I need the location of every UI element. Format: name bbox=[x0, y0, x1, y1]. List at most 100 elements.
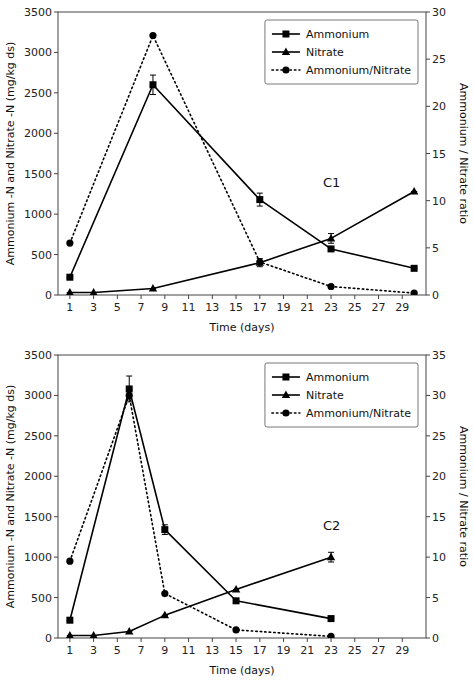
x-tick-label: 13 bbox=[205, 644, 219, 657]
y-tick-label: 3500 bbox=[24, 349, 52, 362]
x-tick bbox=[188, 638, 189, 642]
marker-circle bbox=[66, 558, 73, 565]
y2-tick bbox=[426, 153, 430, 154]
x-tick bbox=[212, 638, 213, 642]
y-tick bbox=[54, 597, 58, 598]
marker-circle bbox=[126, 392, 133, 399]
series-line bbox=[70, 557, 331, 635]
y2-tick-label: 5 bbox=[432, 592, 439, 605]
y-tick bbox=[54, 52, 58, 53]
y2-tick bbox=[426, 435, 430, 436]
legend: AmmoniumNitrateAmmonium/Nitrate bbox=[265, 20, 418, 84]
panel: 1357911131517192123252729050010001500200… bbox=[4, 6, 470, 334]
y-axis-label: Ammonium -N and Nitrate -N (mg/kg ds) bbox=[4, 42, 17, 265]
legend-item: Nitrate bbox=[272, 46, 344, 59]
y2-tick bbox=[426, 395, 430, 396]
y-tick-label: 3500 bbox=[24, 6, 52, 19]
series-line bbox=[70, 395, 331, 636]
x-tick bbox=[283, 295, 284, 299]
marker-circle bbox=[327, 633, 334, 638]
marker-square bbox=[328, 615, 335, 622]
y-tick-label: 0 bbox=[45, 632, 52, 645]
error-bar bbox=[150, 75, 156, 94]
marker-square bbox=[233, 597, 240, 604]
error-bar-cap bbox=[328, 561, 334, 562]
marker-circle bbox=[232, 626, 239, 633]
x-tick-label: 27 bbox=[372, 301, 386, 314]
x-tick bbox=[164, 638, 165, 642]
x-tick bbox=[354, 638, 355, 642]
y2-tick-label: 5 bbox=[432, 242, 439, 255]
legend-item: Ammonium/Nitrate bbox=[272, 64, 411, 77]
x-tick bbox=[141, 295, 142, 299]
y2-axis-label: Ammonium / Nitrate ratio bbox=[457, 83, 470, 224]
x-tick bbox=[354, 295, 355, 299]
x-tick bbox=[212, 295, 213, 299]
legend-item: Ammonium bbox=[272, 371, 369, 384]
x-tick bbox=[164, 295, 165, 299]
x-tick-label: 29 bbox=[395, 301, 409, 314]
y2-tick bbox=[426, 476, 430, 477]
x-tick bbox=[378, 638, 379, 642]
y-tick-label: 3000 bbox=[24, 46, 52, 59]
error-bar-cap bbox=[150, 75, 156, 76]
series bbox=[66, 376, 334, 624]
legend-box bbox=[265, 20, 418, 84]
panel: 1357911131517192123252729050010001500200… bbox=[4, 349, 470, 677]
marker-square bbox=[66, 617, 73, 624]
x-tick-label: 9 bbox=[161, 644, 168, 657]
y2-tick bbox=[426, 106, 430, 107]
legend-item: Ammonium/Nitrate bbox=[272, 407, 411, 420]
error-bar-cap bbox=[257, 266, 263, 267]
y-tick bbox=[54, 435, 58, 436]
y2-tick bbox=[426, 200, 430, 201]
x-tick-label: 3 bbox=[90, 301, 97, 314]
y2-tick-label: 20 bbox=[432, 100, 446, 113]
y2-tick bbox=[426, 355, 430, 356]
error-bar-cap bbox=[328, 233, 334, 234]
error-bar bbox=[126, 376, 132, 402]
x-tick-label: 19 bbox=[277, 301, 291, 314]
legend-item: Nitrate bbox=[272, 389, 344, 402]
y2-tick-label: 25 bbox=[432, 53, 446, 66]
panel-label: C2 bbox=[323, 518, 340, 533]
legend-label: Nitrate bbox=[306, 389, 344, 402]
y2-tick-label: 0 bbox=[432, 632, 439, 645]
marker-triangle bbox=[327, 553, 335, 561]
marker-triangle bbox=[89, 631, 97, 638]
legend-label: Ammonium bbox=[306, 371, 369, 384]
y2-tick bbox=[426, 638, 430, 639]
x-tick-label: 5 bbox=[114, 301, 121, 314]
legend-marker bbox=[282, 48, 290, 56]
x-tick bbox=[117, 295, 118, 299]
x-tick bbox=[236, 638, 237, 642]
error-bar-cap bbox=[126, 401, 132, 402]
y-tick bbox=[54, 516, 58, 517]
y-tick-label: 1000 bbox=[24, 208, 52, 221]
x-tick bbox=[259, 295, 260, 299]
y2-axis-label: Ammonium / Nitrate ratio bbox=[457, 426, 470, 567]
marker-circle bbox=[149, 32, 156, 39]
series-line bbox=[70, 192, 414, 293]
error-bar bbox=[257, 193, 263, 206]
y-tick-label: 2000 bbox=[24, 470, 52, 483]
x-tick bbox=[307, 295, 308, 299]
x-tick-label: 23 bbox=[324, 644, 338, 657]
y-tick-label: 3000 bbox=[24, 389, 52, 402]
marker-triangle bbox=[66, 631, 74, 638]
x-tick-label: 17 bbox=[253, 301, 267, 314]
marker-triangle bbox=[256, 258, 264, 266]
legend-marker bbox=[282, 66, 289, 73]
y-tick-label: 1500 bbox=[24, 168, 52, 181]
x-tick bbox=[236, 295, 237, 299]
x-tick bbox=[378, 295, 379, 299]
marker-square bbox=[161, 526, 168, 533]
y2-tick-label: 30 bbox=[432, 389, 446, 402]
marker-circle bbox=[327, 283, 334, 290]
marker-triangle bbox=[149, 284, 157, 292]
x-tick bbox=[117, 638, 118, 642]
y-tick-label: 500 bbox=[31, 592, 52, 605]
x-tick-label: 11 bbox=[182, 644, 196, 657]
legend-box bbox=[265, 363, 418, 427]
x-axis-label: Time (days) bbox=[209, 664, 275, 677]
